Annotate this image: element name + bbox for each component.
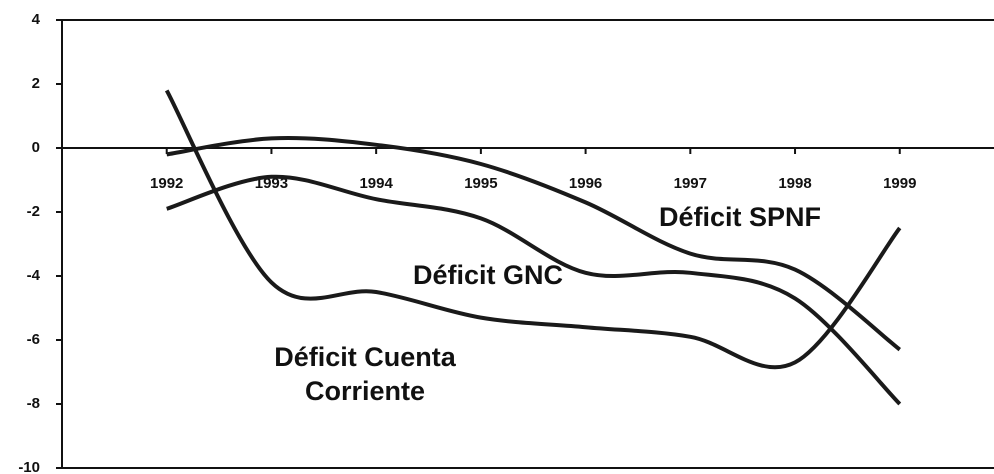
x-tick-label: 1999 <box>883 175 916 192</box>
y-tick-label: 0 <box>32 139 40 156</box>
y-tick-label: 2 <box>32 75 40 92</box>
series-line <box>166 136 901 352</box>
y-tick-label: -4 <box>27 267 41 284</box>
x-tick-label: 1996 <box>569 175 602 192</box>
x-tick-label: 1997 <box>674 175 707 192</box>
series-label: Déficit GNC <box>412 260 564 290</box>
x-tick-label: 1995 <box>464 175 497 192</box>
y-tick-label: 4 <box>32 11 41 28</box>
series-line <box>164 89 902 370</box>
y-tick-label: -6 <box>27 331 40 348</box>
y-tick-label: -10 <box>18 459 40 474</box>
series-label: Déficit Cuenta Corriente <box>274 342 456 406</box>
series-label: Déficit SPNF <box>658 202 822 232</box>
y-tick-label: -8 <box>27 395 40 412</box>
series-line <box>166 174 902 406</box>
x-tick-label: 1994 <box>359 175 393 192</box>
x-tick-label: 1998 <box>778 175 811 192</box>
y-tick-label: -2 <box>27 203 40 220</box>
x-tick-label: 1992 <box>150 175 183 192</box>
